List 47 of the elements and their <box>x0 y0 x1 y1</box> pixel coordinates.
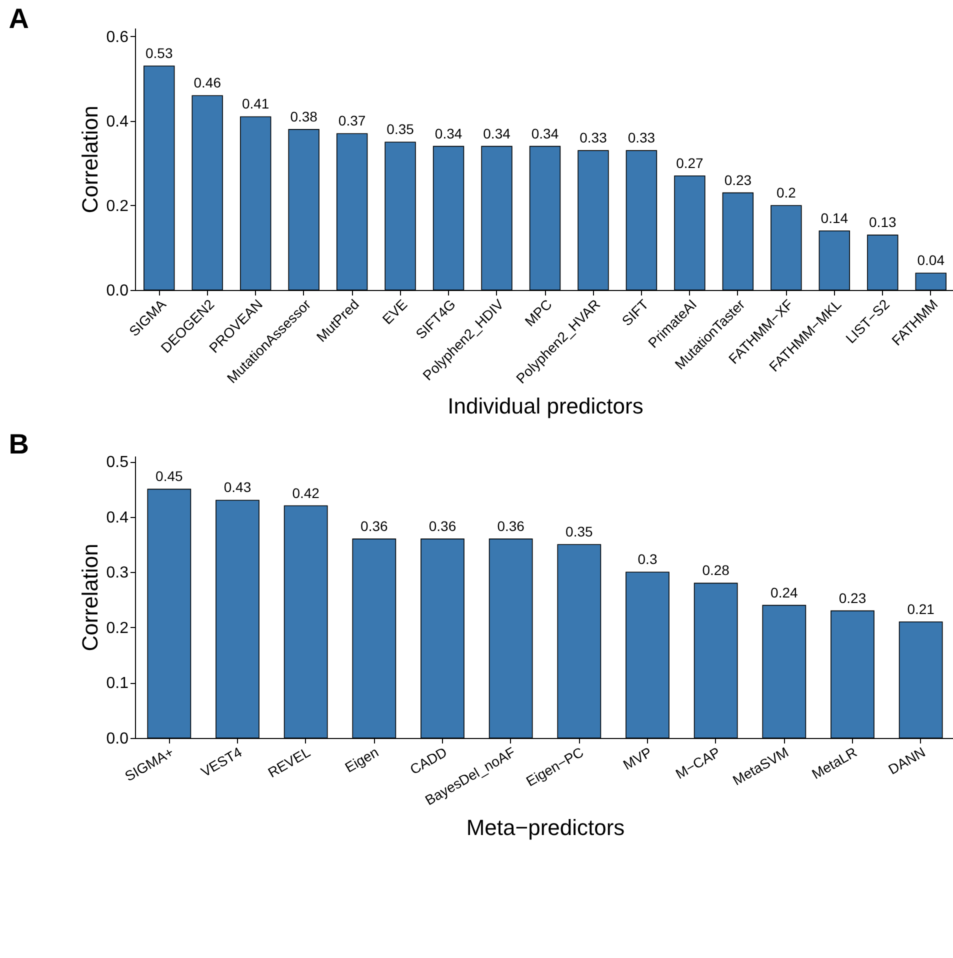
data-label: 0.24 <box>770 584 798 600</box>
y-tick-label: 0.4 <box>106 113 129 130</box>
data-label: 0.43 <box>224 479 252 496</box>
data-label: 0.36 <box>428 518 456 534</box>
y-tick-label: 0.1 <box>106 675 129 692</box>
chart-title: A <box>8 3 29 34</box>
data-label: 0.34 <box>531 125 559 142</box>
data-label: 0.13 <box>869 214 896 230</box>
x-tick-label: Eigen <box>342 744 382 776</box>
y-tick-label: 0.0 <box>106 730 129 748</box>
data-label: 0.27 <box>676 154 704 171</box>
y-tick-label: 0.6 <box>106 28 129 46</box>
data-label: 0.36 <box>360 518 388 534</box>
data-label: 0.33 <box>580 130 608 146</box>
data-label: 0.36 <box>497 518 525 534</box>
x-tick-label: MVP <box>620 744 654 773</box>
data-label: 0.41 <box>242 96 270 112</box>
data-label: 0.46 <box>194 74 222 91</box>
data-label: 0.3 <box>638 551 658 568</box>
x-axis-title: Individual predictors <box>448 393 644 418</box>
data-label: 0.37 <box>338 112 366 129</box>
data-label: 0.23 <box>838 590 866 606</box>
data-label: 0.2 <box>776 184 796 200</box>
data-label: 0.38 <box>290 108 318 124</box>
y-tick-label: 0.2 <box>106 198 129 215</box>
y-axis-title: Correlation <box>77 544 102 652</box>
y-tick-label: 0.2 <box>106 620 129 637</box>
data-label: 0.34 <box>434 125 462 142</box>
y-axis-title: Correlation <box>77 106 102 214</box>
data-label: 0.34 <box>483 125 511 142</box>
data-label: 0.35 <box>566 523 594 540</box>
y-tick-label: 0.4 <box>106 509 129 526</box>
y-tick-label: 0.5 <box>106 454 129 472</box>
data-label: 0.42 <box>292 484 320 501</box>
data-label: 0.33 <box>628 130 656 146</box>
data-label: 0.28 <box>702 562 730 578</box>
data-label: 0.53 <box>145 45 173 62</box>
y-tick-label: 0.3 <box>106 564 129 582</box>
data-label: 0.21 <box>907 600 935 617</box>
chart-title: B <box>8 428 29 460</box>
data-label: 0.04 <box>917 252 945 268</box>
x-axis-title: Meta−predictors <box>466 815 625 840</box>
y-tick-label: 0.0 <box>106 282 129 300</box>
data-label: 0.45 <box>156 468 184 484</box>
data-label: 0.23 <box>724 172 752 188</box>
data-label: 0.14 <box>820 210 848 226</box>
data-label: 0.35 <box>386 121 414 138</box>
